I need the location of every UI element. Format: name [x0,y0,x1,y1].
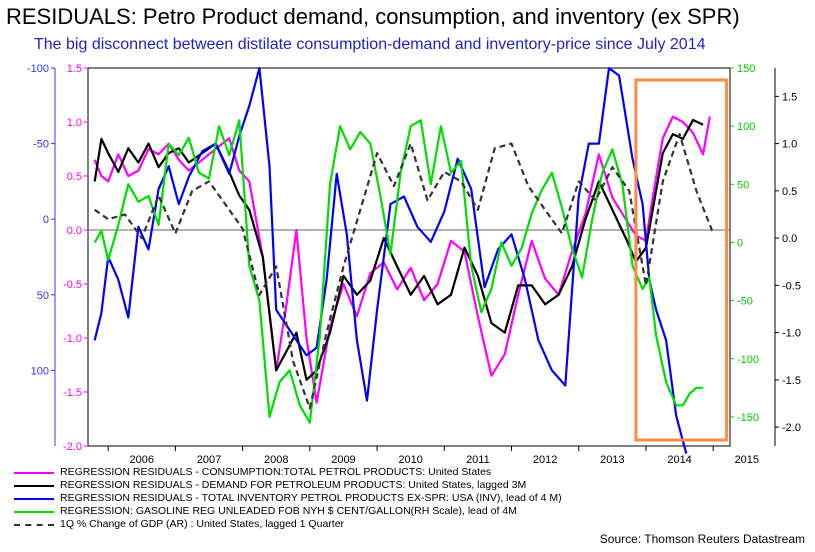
x-tick-label: 2012 [533,454,557,466]
legend-label: REGRESSION RESIDUALS - TOTAL INVENTORY P… [60,492,562,504]
legend-item: REGRESSION RESIDUALS - DEMAND FOR PETROL… [14,479,562,492]
legend-swatch [14,523,54,526]
legend-label: 1Q % Change of GDP (AR) : United States,… [60,518,345,530]
x-tick-label: 2015 [735,454,759,466]
far-right-axis-tick-label: -1.5 [782,375,801,387]
right-axis-tick-label: 50 [737,179,749,191]
x-tick-label: 2009 [331,454,355,466]
legend-item: REGRESSION RESIDUALS - TOTAL INVENTORY P… [14,492,562,505]
left-axis-tick-label: 1.0 [67,117,82,129]
legend-item: 1Q % Change of GDP (AR) : United States,… [14,518,562,531]
x-tick-label: 2014 [667,454,691,466]
far-right-axis-tick-label: 1.5 [782,91,797,103]
far-left-axis-tick-label: 50 [37,290,49,302]
series-line-4 [94,133,715,410]
far-right-axis-tick-label: -1.0 [782,328,801,340]
legend-swatch [14,471,54,474]
far-right-axis-tick-label: 0.0 [782,233,797,245]
right-axis-tick-label: 100 [737,121,755,133]
x-tick-label: 2007 [197,454,221,466]
series-line-3 [93,119,704,424]
far-left-axis-tick-label: 100 [31,365,49,377]
series-line-2 [93,66,688,454]
highlight-box [634,78,729,442]
right-axis-tick-label: -100 [737,354,759,366]
x-tick-label: 2006 [130,454,154,466]
x-tick-label: 2011 [466,454,490,466]
right-axis-tick-label: 0 [737,237,743,249]
legend-swatch [14,510,54,513]
far-left-axis-tick-label: -50 [33,139,49,151]
x-tick-label: 2010 [398,454,422,466]
legend-swatch [14,484,54,487]
far-right-axis-tick-label: 0.5 [782,186,797,198]
right-axis-tick-label: -150 [737,412,759,424]
right-axis-tick-label: 150 [737,63,755,75]
chart-subtitle: The big disconnect between distilate con… [34,36,706,53]
legend-label: REGRESSION RESIDUALS - CONSUMPTION:TOTAL… [60,466,492,478]
far-right-axis-tick-label: 1.0 [782,139,797,151]
x-tick-label: 2008 [264,454,288,466]
legend: REGRESSION RESIDUALS - CONSUMPTION:TOTAL… [14,466,562,531]
x-tick-label: 2013 [600,454,624,466]
legend-item: REGRESSION RESIDUALS - CONSUMPTION:TOTAL… [14,466,562,479]
legend-label: REGRESSION: GASOLINE REG UNLEADED FOB NY… [60,505,517,517]
legend-swatch [14,497,54,500]
right-axis-tick-label: -50 [737,296,753,308]
left-axis-tick-label: 0.0 [67,225,82,237]
far-right-axis-tick-label: -0.5 [782,280,801,292]
source-note: Source: Thomson Reuters Datastream [599,532,805,546]
legend-item: REGRESSION: GASOLINE REG UNLEADED FOB NY… [14,505,562,518]
legend-label: REGRESSION RESIDUALS - DEMAND FOR PETROL… [60,479,527,491]
left-axis-tick-label: -2.0 [63,441,82,453]
left-axis-tick-label: -1.0 [63,333,82,345]
chart-title: RESIDUALS: Petro Product demand, consump… [6,4,740,29]
far-right-axis-tick-label: -2.0 [782,422,801,434]
far-left-axis-tick-label: 0 [43,214,49,226]
left-axis-tick-label: -1.5 [63,387,82,399]
left-axis-tick-label: 0.5 [67,171,82,183]
left-axis-tick-label: -0.5 [63,279,82,291]
far-left-axis-tick-label: -100 [27,63,49,75]
left-axis-tick-label: 1.5 [67,63,82,75]
